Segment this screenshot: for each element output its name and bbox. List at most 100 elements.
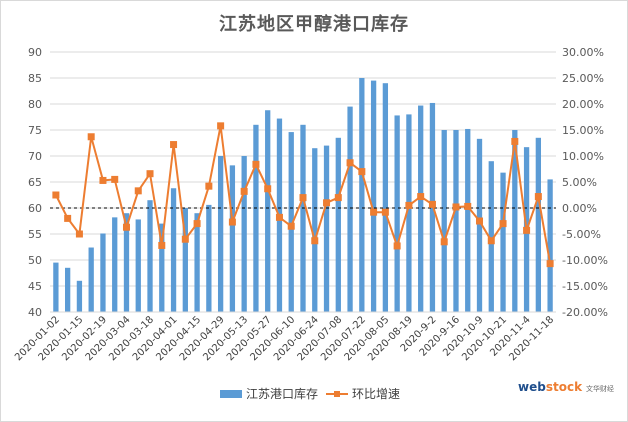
logo-text-web: web (518, 380, 546, 394)
right-tick-label: 25.00% (562, 72, 604, 85)
growth-point (193, 220, 201, 228)
growth-point (99, 176, 107, 184)
legend-bar-swatch (220, 389, 242, 398)
growth-point (252, 160, 260, 168)
growth-point (205, 182, 213, 190)
logo-text-stock: stock (545, 380, 583, 394)
left-tick-label: 60 (28, 202, 42, 215)
right-tick-label: 15.00% (562, 124, 604, 137)
growth-point (158, 241, 166, 249)
bar (112, 217, 118, 312)
left-tick-label: 50 (28, 254, 42, 267)
growth-point (217, 122, 225, 130)
right-tick-label: 0.00% (562, 202, 597, 215)
right-tick-label: 5.00% (562, 176, 597, 189)
growth-point (370, 208, 378, 216)
growth-point (287, 222, 295, 230)
growth-point (452, 203, 460, 211)
bar (347, 106, 353, 312)
bar (370, 80, 377, 312)
growth-point (511, 137, 519, 145)
bar (535, 137, 541, 312)
growth-point (499, 220, 507, 228)
x-axis: 2020-01-022020-01-152020-02-192020-03-04… (13, 311, 556, 363)
growth-point (111, 175, 119, 183)
right-tick-label: -10.00% (562, 254, 608, 267)
growth-point (134, 187, 142, 195)
bar (418, 105, 424, 312)
growth-point (534, 193, 542, 201)
bar (241, 156, 247, 312)
growth-point (358, 168, 366, 176)
left-axis: 40 45 50 55 60 65 70 75 80 85 90 (28, 46, 42, 319)
left-tick-label: 80 (28, 98, 42, 111)
right-tick-label: 20.00% (562, 98, 604, 111)
right-tick-label: -20.00% (562, 306, 608, 319)
growth-point (323, 199, 331, 207)
bar (76, 280, 83, 312)
bar (300, 124, 306, 312)
growth-point (87, 133, 95, 141)
growth-point (440, 238, 448, 246)
left-tick-label: 70 (28, 150, 42, 163)
bar (217, 156, 224, 312)
bar (206, 204, 212, 312)
bar (182, 208, 188, 312)
bar (394, 115, 400, 312)
left-tick-label: 65 (28, 176, 42, 189)
growth-point (52, 191, 60, 199)
bar (194, 213, 200, 312)
bar (512, 130, 518, 312)
growth-point (264, 185, 272, 193)
growth-point (476, 217, 484, 225)
growth-point (146, 170, 154, 178)
legend-line-swatch (326, 390, 349, 398)
bar (441, 130, 447, 312)
growth-point (417, 193, 425, 201)
growth-point (346, 159, 354, 167)
growth-point (64, 214, 72, 222)
webstock-logo: webstock 文华财经 (518, 380, 614, 394)
growth-point (170, 141, 178, 149)
growth-point (181, 235, 189, 243)
bar (476, 138, 483, 312)
left-tick-label: 40 (28, 306, 42, 319)
legend-item-growth: 环比增速 (326, 385, 400, 402)
growth-point (381, 208, 389, 216)
bar (65, 267, 71, 312)
right-axis: -20.00% -15.00% -10.00% -5.00% 0.00% 5.00% 10.… (562, 46, 608, 319)
growth-point (240, 187, 248, 195)
right-tick-label: -5.00% (562, 228, 601, 241)
bar (406, 114, 412, 313)
bar (159, 223, 165, 312)
growth-point (546, 260, 554, 268)
chart-title: 江苏地区甲醇港口库存 (219, 14, 409, 35)
right-tick-label: 10.00% (562, 150, 604, 163)
left-tick-label: 55 (28, 228, 42, 241)
bar (500, 172, 506, 312)
bar (170, 188, 177, 312)
left-tick-label: 90 (28, 46, 42, 59)
growth-point (393, 242, 401, 250)
bar (335, 137, 341, 312)
bar (453, 130, 459, 312)
bar (547, 179, 553, 312)
bar (265, 110, 271, 313)
growth-point (405, 201, 413, 209)
growth-point (75, 230, 83, 238)
growth-point (523, 226, 531, 234)
left-tick-label: 75 (28, 124, 42, 137)
bar (253, 124, 259, 312)
growth-point (122, 223, 130, 231)
bar (382, 83, 389, 312)
left-tick-label: 45 (28, 280, 42, 293)
bar (100, 233, 106, 312)
bar (288, 132, 294, 312)
legend: 江苏港口库存 环比增速 (220, 385, 400, 402)
growth-point (487, 237, 495, 245)
growth-point (464, 202, 472, 210)
growth-point (275, 213, 283, 221)
growth-point (299, 194, 307, 202)
bar (488, 161, 494, 312)
bar (147, 200, 153, 312)
